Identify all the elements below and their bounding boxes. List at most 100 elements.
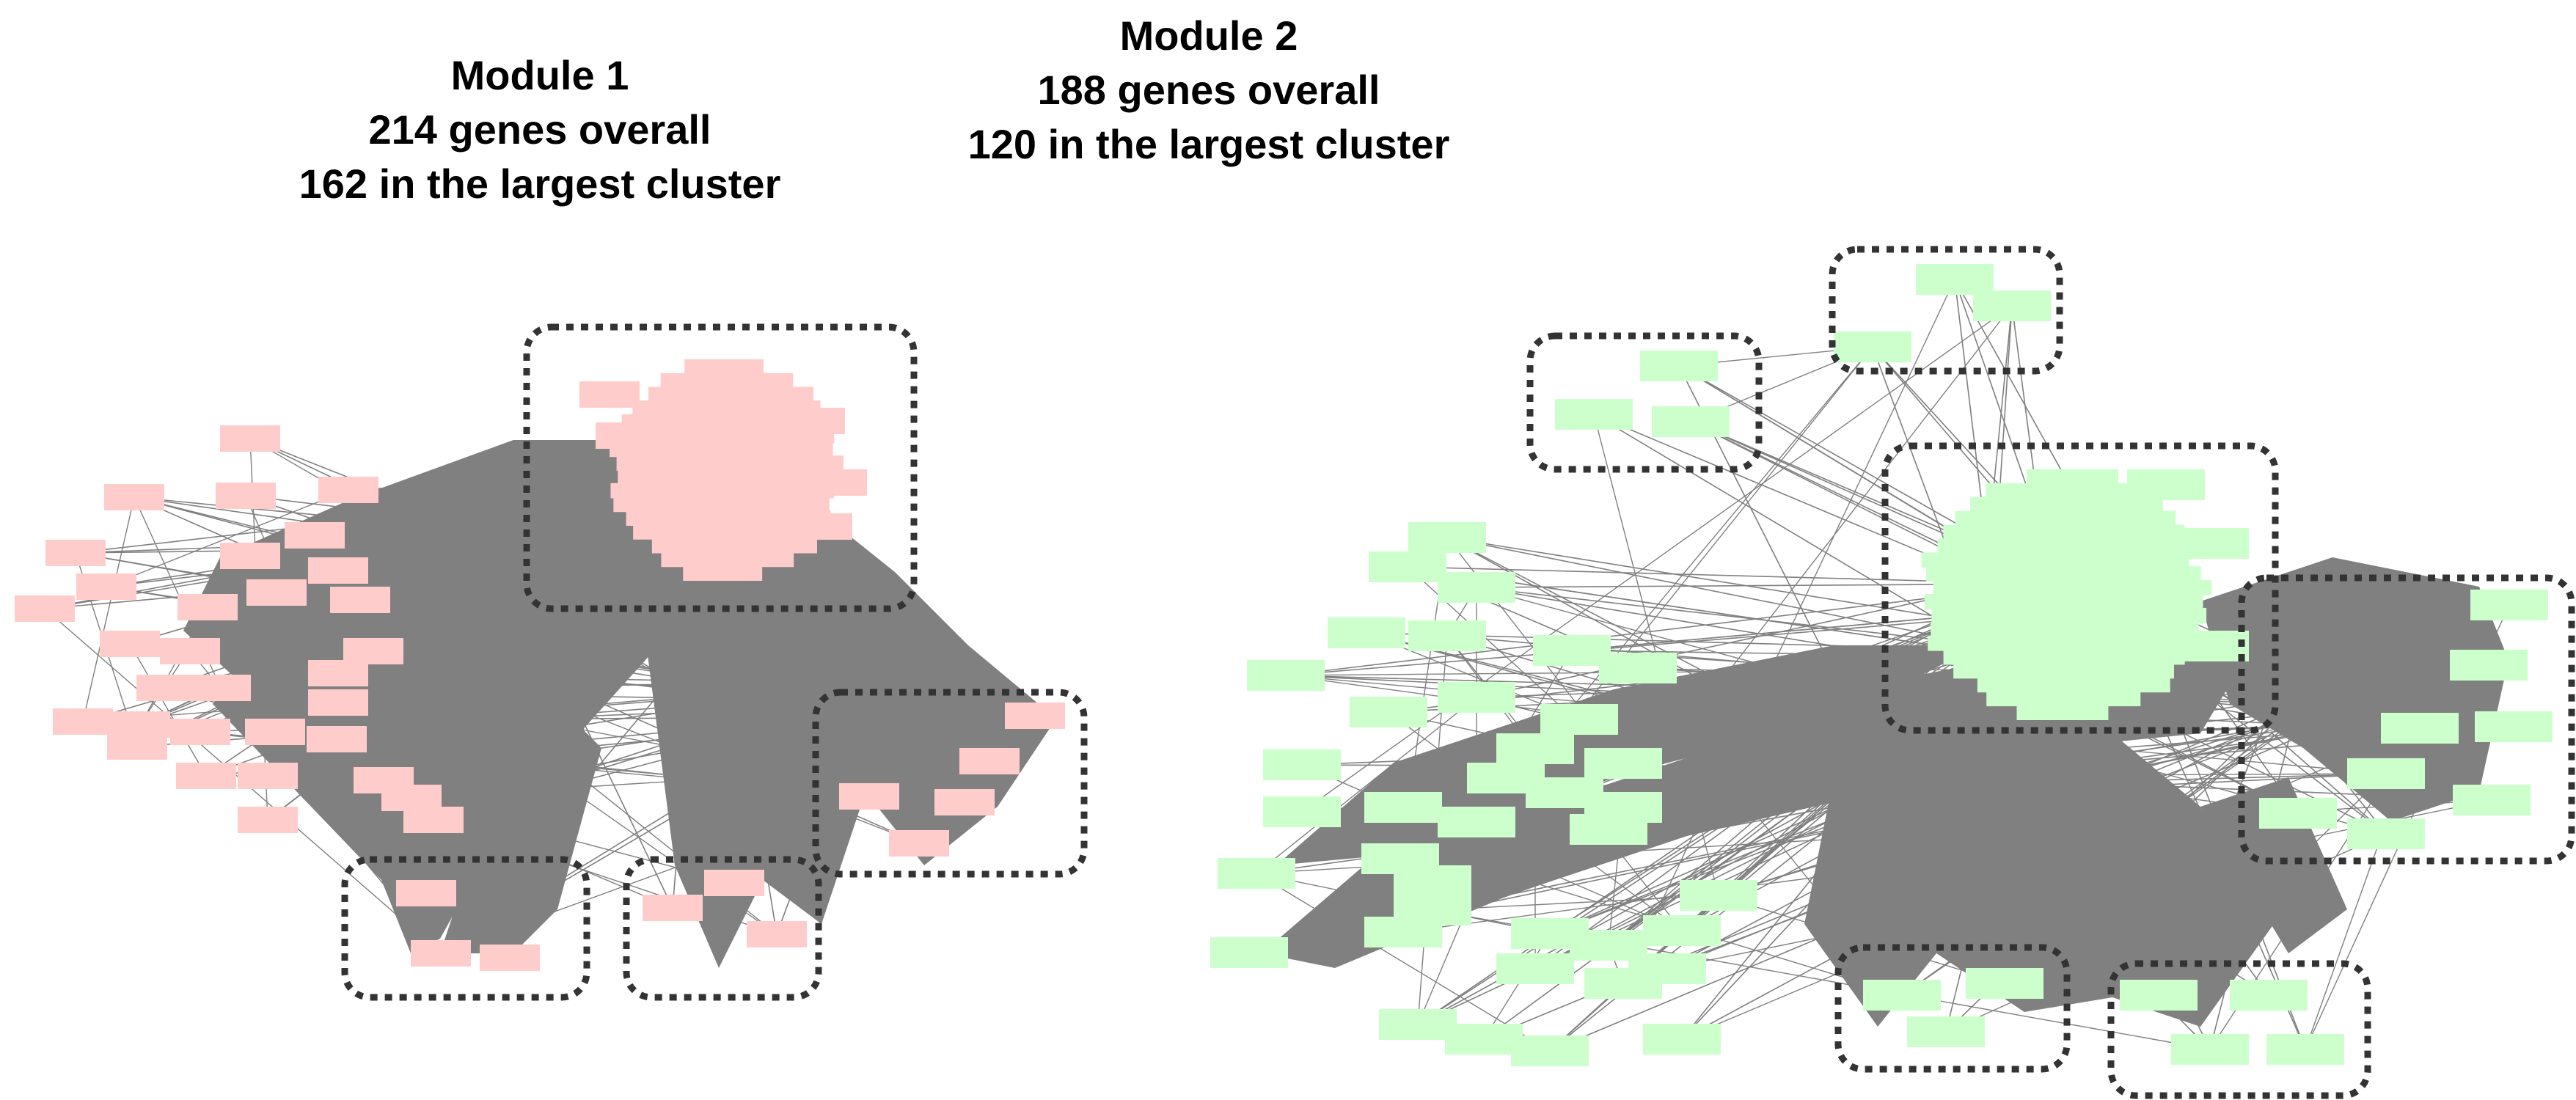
- edge: [359, 501, 648, 601]
- gene-node: [1438, 682, 1515, 713]
- edge-fan: [440, 704, 601, 953]
- gene-node: [1555, 399, 1633, 430]
- edge: [245, 495, 517, 591]
- gene-node: [1408, 522, 1486, 553]
- gene-node: [104, 484, 164, 510]
- edge: [1718, 664, 2489, 896]
- gene-node: [45, 540, 106, 566]
- gene-node: [633, 524, 822, 540]
- gene-node: [1328, 617, 1405, 648]
- edge: [1402, 594, 2049, 933]
- gene-node: [396, 880, 456, 906]
- edge: [1681, 727, 2421, 1040]
- edge: [2004, 654, 2013, 984]
- edge: [733, 557, 803, 884]
- module-2-network: [1210, 246, 2575, 1099]
- gene-node: [330, 587, 390, 613]
- gene-node: [1408, 620, 1486, 651]
- edge: [139, 606, 208, 725]
- edge: [1893, 773, 2387, 788]
- gene-node: [596, 422, 656, 449]
- gene-node: [1925, 566, 2201, 582]
- edge: [1578, 650, 1977, 720]
- module-1-title: Module 1: [450, 52, 629, 98]
- edge: [337, 519, 620, 703]
- gene-node: [1960, 645, 2038, 676]
- cluster-outline: [2238, 574, 2575, 865]
- edge: [44, 497, 708, 609]
- edge: [1549, 680, 2176, 934]
- edge: [348, 489, 646, 507]
- gene-node: [683, 565, 763, 581]
- edge: [348, 489, 990, 762]
- gene-node: [792, 513, 852, 540]
- gene-node: [1263, 796, 1341, 827]
- gene-node: [1986, 483, 2140, 499]
- gene-node: [1445, 1024, 1523, 1055]
- edge: [810, 568, 1036, 716]
- edge: [207, 606, 868, 700]
- edge: [517, 584, 673, 909]
- edge: [336, 524, 650, 740]
- cluster-outline: [812, 689, 1088, 878]
- edge: [1402, 813, 2299, 933]
- module-1-gene-nodes: [15, 425, 1065, 971]
- gene-node: [1584, 748, 1662, 779]
- edge: [75, 552, 1036, 716]
- edge: [1432, 629, 1975, 881]
- gene-node: [178, 594, 238, 620]
- gene-node: [1511, 1035, 1589, 1066]
- gene-node: [160, 638, 220, 664]
- edge: [383, 560, 502, 781]
- edge: [205, 556, 808, 777]
- edge: [1256, 873, 1551, 1052]
- edge: [106, 525, 626, 587]
- gene-node: [1643, 915, 1721, 946]
- edge: [1549, 787, 1927, 934]
- gene-node: [307, 726, 367, 752]
- gene-node: [1628, 953, 1706, 984]
- edge: [817, 540, 1036, 716]
- gene-node: [1210, 937, 1288, 968]
- gene-node: [651, 538, 817, 554]
- cluster-outline: [341, 856, 590, 1001]
- edge: [2184, 674, 2492, 801]
- gene-node: [1438, 572, 1515, 603]
- gene-node: [684, 359, 764, 375]
- gene-node: [2381, 713, 2459, 744]
- gene-node: [1533, 635, 1611, 666]
- gene-node: [285, 522, 345, 549]
- cluster-outline: [2107, 960, 2371, 1099]
- gene-node: [220, 543, 280, 569]
- gene-node: [2470, 590, 2548, 620]
- edge: [2271, 732, 2387, 835]
- gene-node: [1218, 858, 1295, 889]
- module-2-largest-cluster-core: [1921, 469, 2249, 720]
- gene-node: [1973, 290, 2051, 321]
- edge: [2004, 725, 2272, 984]
- gene-node: [1970, 496, 2163, 513]
- gene-node: [621, 414, 827, 430]
- edge: [82, 496, 135, 722]
- edge: [1681, 791, 1915, 1040]
- gene-node: [170, 719, 230, 745]
- gene-node: [308, 557, 368, 584]
- edge: [860, 678, 965, 803]
- edge: [1446, 635, 1890, 767]
- edge: [1301, 733, 2291, 813]
- edge: [1637, 667, 1903, 996]
- edge: [274, 570, 339, 733]
- edge: [1549, 738, 2296, 1052]
- edge: [129, 643, 207, 777]
- gene-node: [1640, 351, 1718, 381]
- edge: [267, 521, 651, 821]
- gene-node: [1652, 406, 1730, 437]
- edge: [136, 571, 516, 747]
- gene-node: [1263, 749, 1341, 780]
- edge: [1608, 623, 2011, 946]
- edge: [411, 712, 883, 799]
- gene-node: [1977, 677, 2170, 693]
- gene-node: [1931, 621, 2199, 637]
- edge: [276, 592, 920, 844]
- edge: [2302, 604, 2510, 711]
